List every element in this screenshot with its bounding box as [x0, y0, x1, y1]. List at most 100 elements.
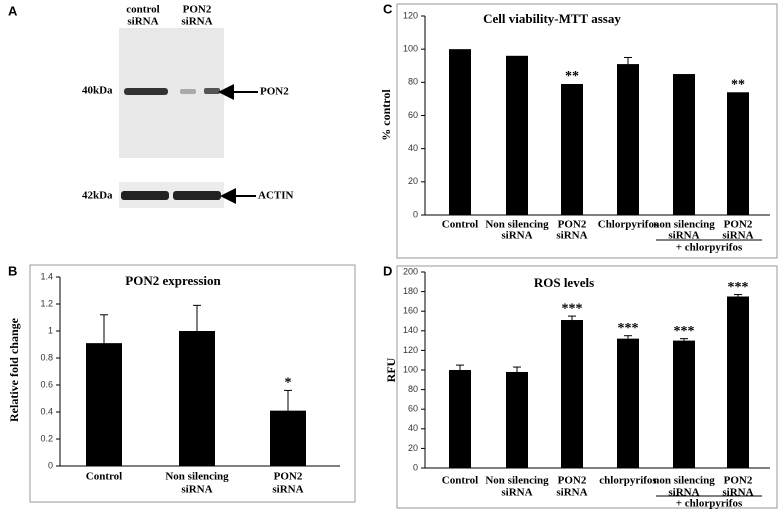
bar: [561, 320, 583, 468]
y-tick-label: 0.4: [40, 406, 53, 416]
bar: [727, 92, 749, 215]
blot-panel: A control siRNA PON2 siRNA 40kDa PON2 42…: [8, 3, 294, 208]
x-tick-label: Non silencing: [165, 471, 229, 483]
y-tick-label: 180: [403, 286, 418, 296]
chart-title: ROS levels: [534, 275, 594, 290]
x-tick-label: PON2: [558, 219, 587, 231]
x-tick-label: non silencing: [653, 475, 715, 487]
band-label: PON2: [260, 86, 289, 98]
marker-label: 42kDa: [82, 190, 113, 202]
x-tick-label: PON2: [724, 219, 753, 231]
y-tick-label: 1.2: [40, 298, 53, 308]
band-label: ACTIN: [258, 190, 294, 202]
y-tick-label: 1: [48, 325, 53, 335]
y-tick-label: 20: [408, 443, 418, 453]
y-axis-label: % control: [379, 89, 393, 141]
panel-frame: [396, 265, 778, 509]
significance: *: [285, 376, 292, 391]
y-tick-label: 40: [408, 143, 418, 153]
lane-label: siRNA: [181, 16, 212, 28]
y-tick-label: 20: [408, 176, 418, 186]
blot-band: [121, 191, 169, 200]
lane-label: control: [126, 4, 159, 16]
lane-label: PON2: [183, 4, 212, 16]
y-tick-label: 0: [48, 460, 53, 470]
panel-letter: C: [383, 1, 393, 16]
y-tick-label: 100: [403, 364, 418, 374]
chart-title: Cell viability-MTT assay: [483, 11, 621, 26]
bar: [617, 338, 639, 468]
y-tick-label: 60: [408, 110, 418, 120]
panel-letter: B: [8, 263, 17, 278]
x-tick-label: siRNA: [272, 484, 303, 496]
bar: [449, 49, 471, 215]
y-tick-label: 160: [403, 306, 418, 316]
blot-band: [204, 88, 220, 94]
x-tick-label: Non silencing: [485, 475, 549, 487]
x-tick-label: siRNA: [556, 487, 587, 499]
significance: ***: [674, 324, 695, 339]
significance: **: [565, 69, 579, 84]
y-tick-label: 80: [408, 77, 418, 87]
x-tick-label: PON2: [558, 475, 587, 487]
y-tick-label: 200: [403, 266, 418, 276]
blot-band: [124, 88, 168, 95]
x-tick-label: siRNA: [556, 230, 587, 242]
bar: [270, 410, 306, 466]
y-tick-label: 120: [403, 345, 418, 355]
significance: ***: [562, 301, 583, 316]
bar: [86, 343, 122, 466]
y-axis-label: RFU: [384, 357, 398, 382]
chart-title: PON2 expression: [125, 273, 221, 288]
x-tick-label: Control: [442, 219, 478, 231]
y-tick-label: 0.2: [40, 433, 53, 443]
panel-letter: D: [383, 263, 392, 278]
blot-band: [180, 89, 196, 94]
x-tick-label: non silencing: [653, 219, 715, 231]
x-tick-label: Non silencing: [485, 219, 549, 231]
y-tick-label: 0: [413, 209, 418, 219]
bar: [673, 74, 695, 216]
y-tick-label: 40: [408, 423, 418, 433]
bar: [673, 340, 695, 468]
group-label: + chlorpyrifos: [676, 498, 743, 510]
x-tick-label: siRNA: [501, 230, 532, 242]
panel-letter: A: [8, 3, 18, 18]
y-tick-label: 120: [403, 10, 418, 20]
bar: [506, 371, 528, 468]
marker-label: 40kDa: [82, 85, 113, 97]
significance: ***: [728, 280, 749, 295]
x-tick-label: PON2: [724, 475, 753, 487]
panel-frame: [29, 264, 356, 503]
x-tick-label: siRNA: [668, 230, 699, 242]
x-tick-label: Chlorpyrifos: [598, 219, 659, 231]
bar: [561, 83, 583, 215]
blot-band: [173, 191, 221, 200]
x-tick-label: PON2: [274, 471, 303, 483]
y-tick-label: 0.8: [40, 352, 53, 362]
bar: [449, 370, 471, 468]
lane-label: siRNA: [127, 16, 158, 28]
x-tick-label: siRNA: [181, 484, 212, 496]
y-tick-label: 1.4: [40, 271, 53, 281]
significance: ***: [618, 321, 639, 336]
x-tick-label: chlorpyrifos: [599, 475, 657, 487]
x-tick-label: siRNA: [722, 230, 753, 242]
panel-frame: [396, 3, 778, 259]
x-tick-label: siRNA: [501, 487, 532, 499]
y-axis-label: Relative fold change: [7, 317, 21, 422]
y-tick-label: 140: [403, 325, 418, 335]
x-tick-label: Control: [442, 475, 478, 487]
significance: **: [731, 78, 745, 93]
y-tick-label: 0.6: [40, 379, 53, 389]
x-tick-label: Control: [86, 471, 122, 483]
y-tick-label: 80: [408, 384, 418, 394]
y-tick-label: 100: [403, 44, 418, 54]
bar: [727, 296, 749, 468]
bar: [617, 64, 639, 215]
y-tick-label: 0: [413, 462, 418, 472]
bar: [179, 331, 215, 466]
bar: [506, 55, 528, 215]
group-label: + chlorpyrifos: [676, 242, 743, 254]
